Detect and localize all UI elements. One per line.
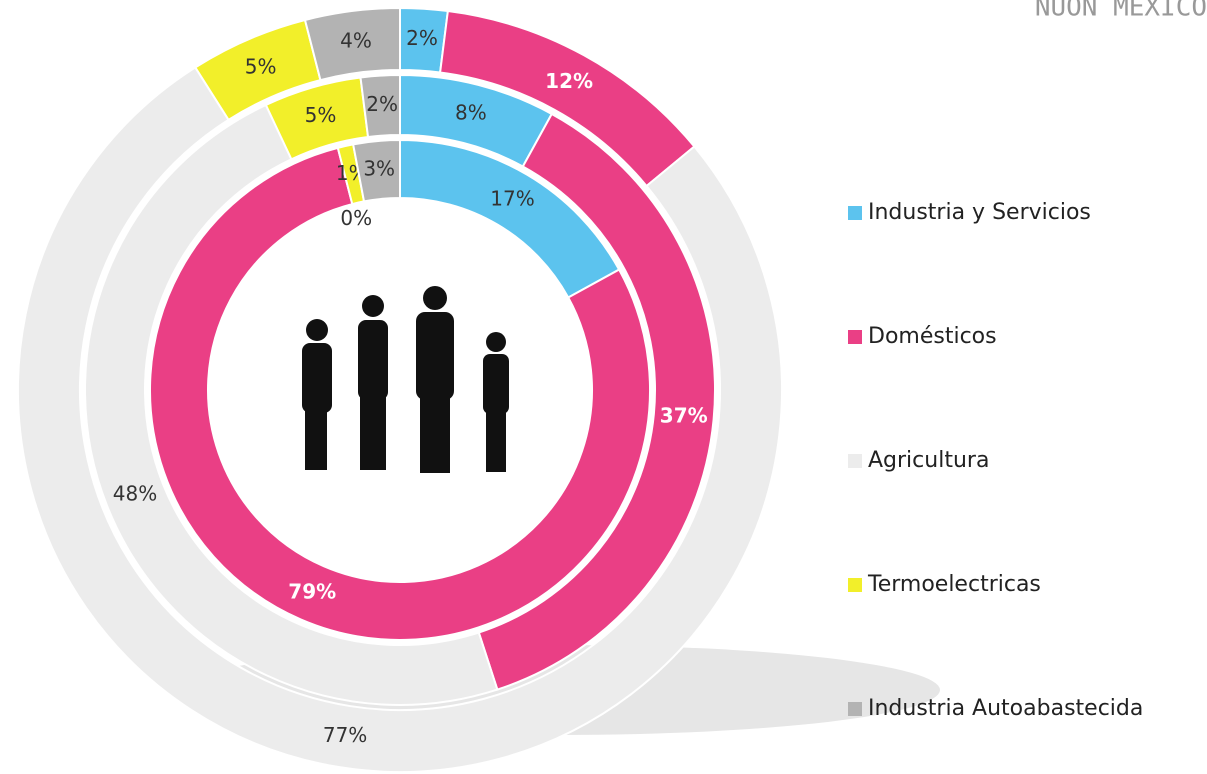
legend-label: Agricultura <box>868 448 989 473</box>
data-label: 4% <box>340 28 372 52</box>
data-label: 48% <box>113 481 157 505</box>
data-label: 17% <box>490 186 534 210</box>
legend-label: Industria y Servicios <box>868 200 1091 225</box>
ring-segment <box>17 66 783 773</box>
legend-swatch <box>848 330 862 344</box>
legend-label: Industria Autoabastecida <box>868 696 1143 721</box>
data-label: 37% <box>660 403 708 427</box>
legend: Industria y Servicios Domésticos Agricultu… <box>848 200 1143 721</box>
data-label: 8% <box>455 100 487 124</box>
data-label: 5% <box>305 103 337 127</box>
legend-swatch <box>848 206 862 220</box>
ring-segment <box>359 73 401 139</box>
ring-segment <box>477 112 716 691</box>
ring-segment <box>84 103 499 706</box>
data-label: 5% <box>245 54 277 78</box>
data-label: 79% <box>288 579 336 603</box>
legend-swatch <box>848 702 862 716</box>
data-label: 2% <box>366 92 398 116</box>
data-label: 12% <box>545 69 593 93</box>
legend-label: Domésticos <box>868 324 997 349</box>
legend-swatch <box>848 578 862 592</box>
legend-swatch <box>848 454 862 468</box>
data-label: 0% <box>340 206 372 230</box>
ring-segment <box>351 138 401 203</box>
legend-label: Termoelectricas <box>867 572 1041 597</box>
rings: 17%79%0%1%3%8%37%48%5% 2%2%12%77%5%4% <box>17 6 783 773</box>
ring-segment <box>303 6 401 82</box>
data-label: 3% <box>363 156 395 180</box>
family-silhouette <box>302 286 509 473</box>
chart-title: NUON MEXICO <box>1035 0 1207 23</box>
ring-segment <box>149 146 651 641</box>
data-label: 77% <box>323 723 367 747</box>
data-label: 2% <box>406 26 438 50</box>
